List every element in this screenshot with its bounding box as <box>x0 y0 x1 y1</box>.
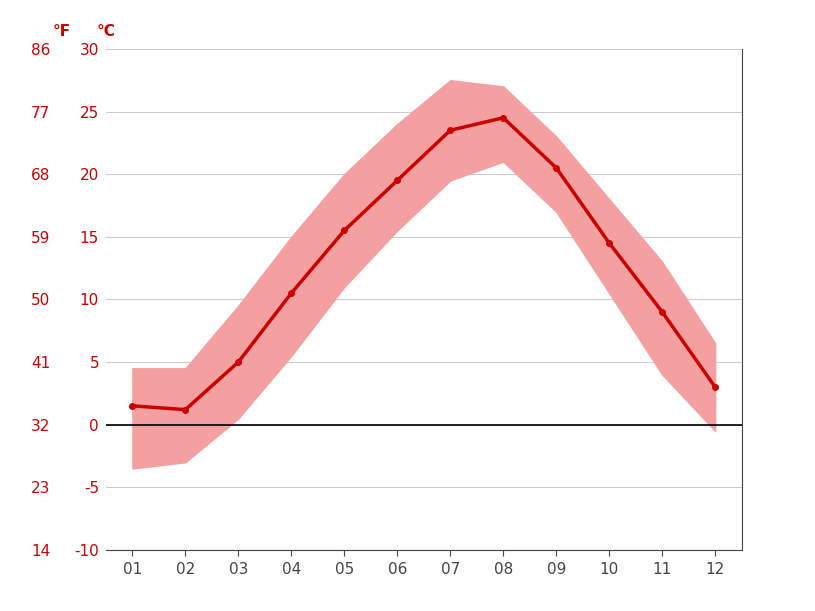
Text: °F: °F <box>52 24 71 39</box>
Text: °C: °C <box>96 24 116 39</box>
